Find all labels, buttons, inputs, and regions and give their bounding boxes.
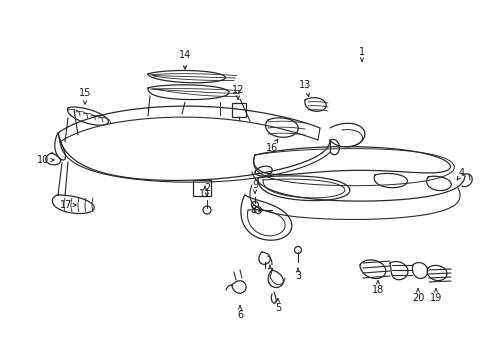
Text: 4: 4	[458, 168, 464, 178]
Text: 12: 12	[231, 85, 244, 95]
Text: 18: 18	[371, 285, 384, 295]
Text: 9: 9	[251, 180, 258, 190]
Text: 2: 2	[203, 183, 210, 193]
Text: 15: 15	[79, 88, 91, 98]
Bar	[231, 103, 245, 117]
Ellipse shape	[294, 247, 301, 253]
Ellipse shape	[251, 202, 258, 208]
Text: 6: 6	[237, 310, 243, 320]
Text: 14: 14	[179, 50, 191, 60]
Text: 1: 1	[358, 47, 365, 57]
Text: 11: 11	[199, 189, 211, 199]
Ellipse shape	[254, 207, 261, 213]
Text: 5: 5	[274, 303, 281, 313]
Text: 3: 3	[294, 271, 301, 281]
Text: 17: 17	[60, 200, 72, 210]
Text: 19: 19	[429, 293, 441, 303]
Text: 7: 7	[266, 268, 273, 278]
Text: 20: 20	[411, 293, 423, 303]
Bar	[193, 180, 210, 196]
Text: 8: 8	[249, 205, 256, 215]
Ellipse shape	[203, 206, 210, 214]
Text: 16: 16	[265, 143, 278, 153]
Text: 13: 13	[298, 80, 310, 90]
Text: 10: 10	[37, 155, 49, 165]
